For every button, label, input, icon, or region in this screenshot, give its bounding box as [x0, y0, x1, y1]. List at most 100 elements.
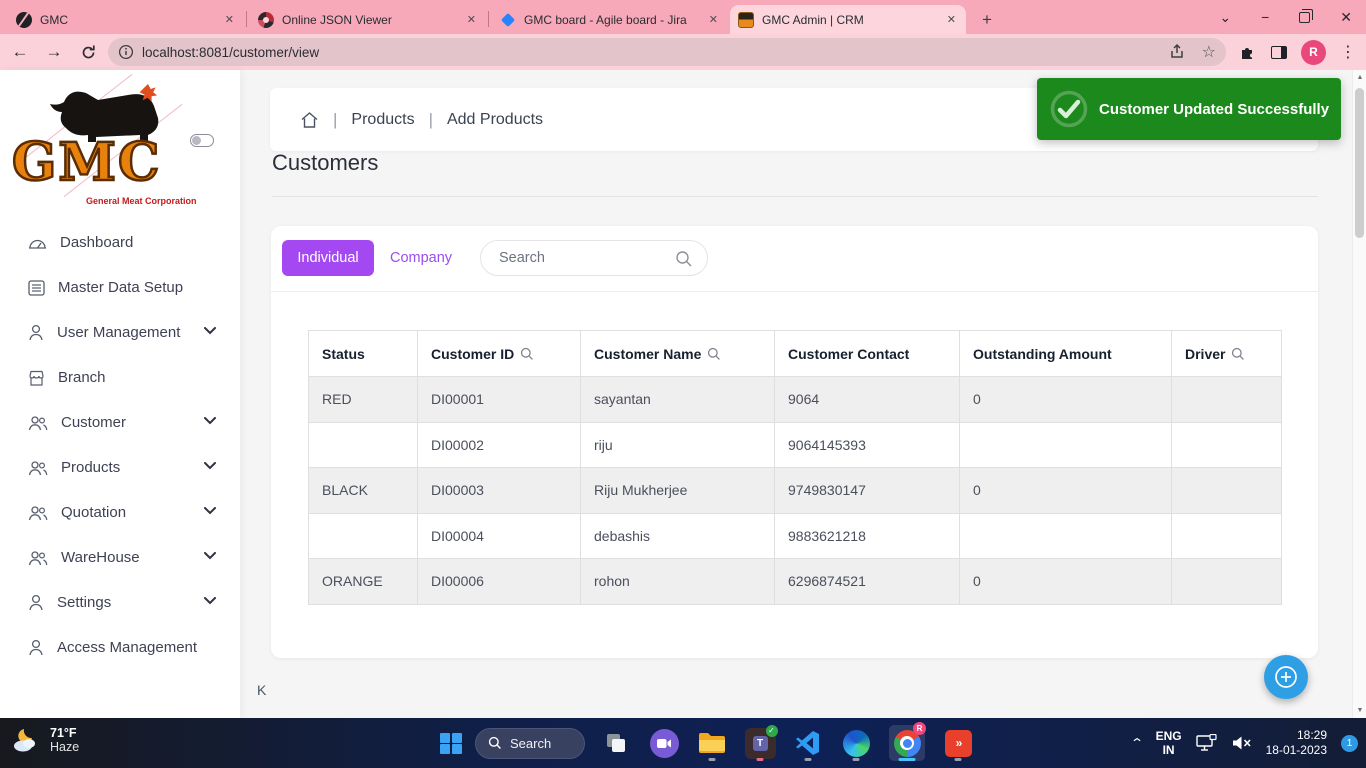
table-row[interactable]: BLACK DI00003 Riju Mukherjee 9749830147 0	[309, 468, 1281, 514]
sidebar-item-products[interactable]: Products	[0, 445, 240, 490]
network-display-icon[interactable]	[1195, 734, 1218, 752]
file-explorer-button[interactable]	[695, 723, 729, 763]
sidebar-item-master-data-setup[interactable]: Master Data Setup	[0, 265, 240, 310]
sidebar-item-label: Dashboard	[60, 234, 134, 251]
search-icon[interactable]	[675, 250, 693, 268]
tab-separator	[246, 11, 247, 27]
forward-button[interactable]: →	[45, 42, 63, 61]
edge-button[interactable]	[839, 723, 873, 763]
chevron-down-icon[interactable]	[204, 417, 216, 425]
taskbar-weather[interactable]: 71°F Haze	[10, 725, 79, 755]
customer-search	[480, 240, 708, 276]
chrome-profile-badge: R	[913, 722, 926, 735]
column-search-icon[interactable]	[520, 347, 534, 361]
plus-circle-icon	[1275, 666, 1297, 688]
taskbar-clock[interactable]: 18:29 18-01-2023	[1266, 728, 1327, 758]
tab-jira[interactable]: GMC board - Agile board - Jira ✕	[492, 5, 728, 34]
scrollbar-thumb[interactable]	[1355, 88, 1364, 238]
column-search-icon[interactable]	[1231, 347, 1245, 361]
extensions-puzzle-icon[interactable]	[1239, 43, 1257, 61]
people-icon	[28, 460, 48, 475]
restore-button[interactable]	[1299, 8, 1314, 23]
taskbar-center: Search T ✓	[440, 718, 975, 768]
page-title: Customers	[272, 150, 379, 175]
minimize-button[interactable]: −	[1261, 9, 1270, 25]
table-row[interactable]: DI00004 debashis 9883621218	[309, 513, 1281, 559]
notification-badge[interactable]: 1	[1341, 734, 1358, 752]
task-view-button[interactable]	[599, 723, 633, 763]
tab-json-viewer[interactable]: Online JSON Viewer ✕	[250, 5, 486, 34]
sidebar-item-label: Customer	[61, 414, 127, 431]
tab-close-icon[interactable]: ✕	[708, 14, 718, 26]
language-indicator[interactable]: ENG IN	[1155, 729, 1182, 757]
scroll-down-icon[interactable]: ▼	[1356, 707, 1364, 714]
sidebar-item-quotation[interactable]: Quotation	[0, 490, 240, 535]
add-customer-fab[interactable]	[1264, 655, 1308, 699]
running-indicator	[756, 758, 764, 761]
start-button[interactable]	[440, 732, 462, 754]
tab-close-icon[interactable]: ✕	[946, 14, 956, 26]
sidebar-item-warehouse[interactable]: WareHouse	[0, 535, 240, 580]
search-input[interactable]	[499, 241, 669, 275]
tab-gmc[interactable]: GMC ✕	[8, 5, 244, 34]
back-button[interactable]: ←	[11, 42, 29, 61]
tab-individual[interactable]: Individual	[282, 240, 374, 276]
info-icon[interactable]	[118, 44, 134, 60]
sidebar-item-label: WareHouse	[61, 549, 140, 566]
teams-status-check-icon: ✓	[765, 724, 778, 737]
page-scrollbar[interactable]: ▲ ▼	[1352, 70, 1366, 718]
sidebar-item-branch[interactable]: Branch	[0, 355, 240, 400]
sidebar-item-settings[interactable]: Settings	[0, 580, 240, 625]
tab-company[interactable]: Company	[390, 250, 453, 266]
sidebar-toggle-switch[interactable]	[190, 134, 214, 147]
side-panel-icon[interactable]	[1271, 45, 1287, 59]
toast-message: Customer Updated Successfully	[1099, 100, 1330, 118]
sidebar-item-dashboard[interactable]: Dashboard	[0, 220, 240, 265]
taskbar-search[interactable]: Search	[475, 727, 585, 759]
sidebar-item-access-management[interactable]: Access Management	[0, 625, 240, 670]
chevron-down-icon[interactable]	[204, 597, 216, 605]
profile-avatar[interactable]: R	[1301, 39, 1326, 65]
customers-card: Individual Company Status Customer ID Cu…	[271, 226, 1318, 658]
red-app-button[interactable]: »	[941, 723, 975, 763]
sidebar-item-customer[interactable]: Customer	[0, 400, 240, 445]
tab-gmc-admin-active[interactable]: GMC Admin | CRM ✕	[730, 5, 966, 34]
vscode-button[interactable]	[791, 723, 825, 763]
tab-search-chevron-icon[interactable]: ⌄	[1219, 9, 1232, 25]
table-row[interactable]: RED DI00001 sayantan 9064 0	[309, 377, 1281, 423]
chevron-down-icon[interactable]	[204, 552, 216, 560]
browser-menu-kebab-icon[interactable]: ⋮	[1340, 44, 1356, 61]
video-app-button[interactable]	[647, 723, 681, 763]
address-bar[interactable]: localhost:8081/customer/view ☆	[108, 38, 1226, 66]
home-icon[interactable]	[300, 111, 319, 129]
people-icon	[28, 415, 48, 430]
teams-button[interactable]: T ✓	[743, 723, 778, 763]
chevron-down-icon[interactable]	[204, 462, 216, 470]
edge-icon	[842, 729, 870, 757]
col-status: Status	[309, 331, 418, 377]
reload-button[interactable]	[74, 38, 102, 66]
new-tab-button[interactable]: +	[982, 10, 992, 29]
tabs-divider	[271, 291, 1318, 292]
breadcrumb-add-products[interactable]: Add Products	[446, 110, 544, 128]
breadcrumb-products[interactable]: Products	[351, 110, 415, 128]
tab-close-icon[interactable]: ✕	[466, 14, 476, 26]
volume-muted-icon[interactable]	[1232, 735, 1252, 751]
tab-close-icon[interactable]: ✕	[224, 14, 234, 26]
table-row[interactable]: DI00002 riju 9064145393	[309, 422, 1281, 468]
sidebar-item-user-management[interactable]: User Management	[0, 310, 240, 355]
tray-chevron-up-icon[interactable]: ⌃	[1129, 736, 1144, 750]
column-search-icon[interactable]	[707, 347, 721, 361]
chevron-down-icon[interactable]	[204, 327, 216, 335]
scroll-up-icon[interactable]: ▲	[1356, 74, 1364, 81]
chevron-down-icon[interactable]	[204, 507, 216, 515]
share-icon[interactable]	[1168, 43, 1186, 61]
browser-toolbar: ← → localhost:8081/customer/view ☆ R ⋮	[0, 34, 1366, 70]
chrome-button[interactable]: R	[887, 722, 927, 763]
table-row[interactable]: ORANGE DI00006 rohon 6296874521 0	[309, 559, 1281, 605]
bookmark-star-icon[interactable]: ☆	[1201, 44, 1216, 61]
store-icon	[29, 370, 44, 386]
toast-success[interactable]: Customer Updated Successfully	[1037, 78, 1341, 140]
close-window-button[interactable]: ✕	[1340, 9, 1352, 25]
tab-title: GMC Admin | CRM	[762, 12, 864, 27]
